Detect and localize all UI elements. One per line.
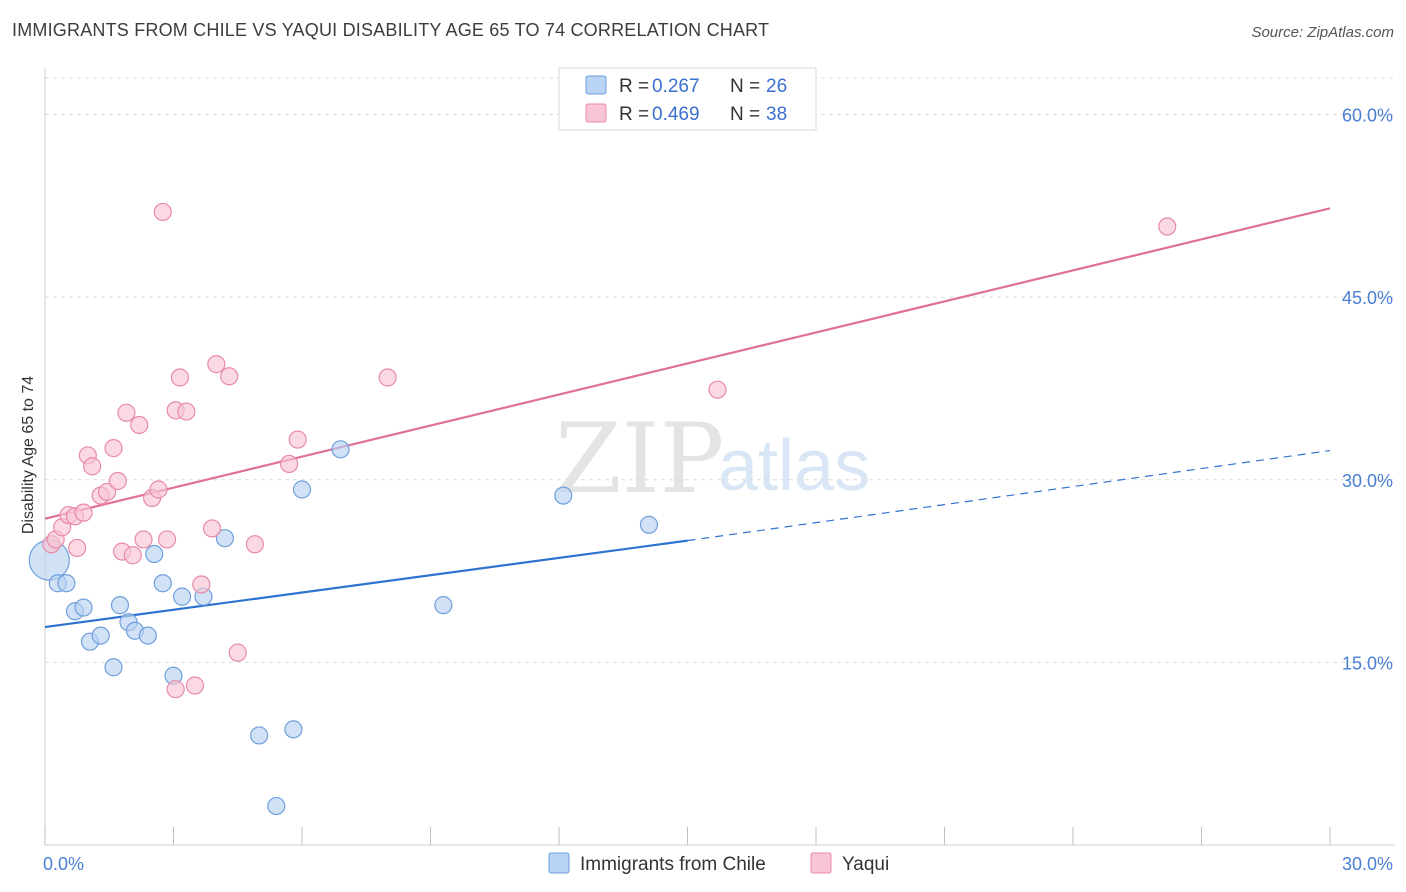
series-legend-swatch-yaqui (810, 852, 832, 874)
point-yaqui (1158, 217, 1177, 236)
point-chile (639, 515, 659, 534)
point-chile (172, 587, 192, 606)
point-yaqui (130, 415, 149, 435)
y-tick-label: 45.0% (1342, 288, 1393, 308)
trend-lines (44, 207, 1331, 629)
stats-legend-n-value-yaqui: 38 (766, 104, 787, 125)
point-chile (554, 486, 573, 505)
y-tick-label: 30.0% (1342, 471, 1393, 491)
point-yaqui (153, 202, 172, 222)
point-yaqui (74, 503, 93, 522)
point-yaqui (378, 368, 397, 387)
trend-line-chile (44, 539, 688, 629)
point-chile (74, 598, 93, 617)
stats-legend-r-label-chile: R = (619, 76, 649, 97)
point-yaqui (280, 454, 299, 474)
point-yaqui (220, 367, 239, 386)
point-yaqui (192, 575, 211, 594)
x-tick-label: 0.0% (43, 854, 84, 874)
point-yaqui (207, 355, 226, 374)
point-yaqui (98, 482, 117, 502)
point-chile (138, 626, 157, 645)
stats-legend-n-value-chile: 26 (766, 76, 787, 97)
gridlines (45, 77, 1395, 663)
chart-title: IMMIGRANTS FROM CHILE VS YAQUI DISABILIT… (12, 20, 770, 40)
point-yaqui (708, 380, 727, 399)
data-points (28, 202, 1177, 816)
tick-labels: 15.0% 30.0% 45.0% 60.0% 0.0% 30.0% (43, 106, 1393, 874)
point-yaqui (202, 519, 222, 538)
y-tick-label: 15.0% (1342, 653, 1393, 673)
y-axis-label: Disability Age 65 to 74 (20, 376, 37, 534)
point-chile (110, 596, 130, 615)
point-yaqui (157, 530, 177, 549)
point-chile (267, 796, 286, 816)
point-chile (434, 596, 453, 615)
point-chile (104, 658, 123, 677)
trend-line-yaqui (44, 207, 1331, 520)
point-yaqui (83, 457, 102, 476)
stats-legend-r-value-chile: 0.267 (652, 76, 700, 97)
point-chile (292, 480, 312, 499)
point-yaqui (134, 530, 153, 549)
point-yaqui (104, 439, 123, 458)
point-yaqui (228, 643, 247, 662)
point-yaqui (185, 676, 205, 695)
point-chile (57, 574, 76, 593)
point-chile (284, 720, 303, 739)
y-tick-label: 60.0% (1342, 106, 1393, 126)
watermark-atlas: atlas (718, 426, 870, 506)
stats-legend-swatch-yaqui (585, 103, 607, 123)
watermark-zip: ZIP (555, 403, 724, 515)
point-chile (145, 544, 164, 564)
trend-line-dashed-chile (687, 449, 1331, 542)
stats-legend-swatch-chile (585, 75, 607, 95)
source-label: Source: ZipAtlas.com (1251, 24, 1394, 41)
point-yaqui (177, 402, 196, 421)
point-yaqui (149, 480, 168, 499)
point-chile (331, 440, 350, 459)
point-yaqui (123, 546, 142, 565)
axes (44, 68, 1395, 846)
stats-legend-n-label-chile: N = (730, 76, 760, 97)
point-yaqui (117, 403, 136, 422)
stats-legend-n-label-yaqui: N = (730, 104, 760, 125)
point-yaqui (288, 430, 307, 449)
watermark: ZIP atlas (555, 403, 870, 515)
point-chile (153, 574, 172, 593)
point-chile (215, 529, 234, 548)
stats-legend-r-label-yaqui: R = (619, 104, 649, 125)
point-chile (250, 726, 269, 745)
series-legend-swatch-chile (548, 852, 570, 874)
point-yaqui (166, 680, 185, 699)
point-yaqui (68, 538, 87, 558)
series-legend-label-chile: Immigrants from Chile (580, 854, 766, 875)
point-yaqui (108, 471, 127, 491)
stats-legend: R = 0.267 N = 26 R = 0.469 N = 38 (558, 67, 817, 131)
x-tick-label: 30.0% (1342, 854, 1393, 874)
series-legend: Immigrants from Chile Yaqui (548, 852, 889, 875)
point-yaqui (245, 535, 264, 554)
point-chile (91, 626, 110, 645)
point-yaqui (170, 368, 190, 387)
series-legend-label-yaqui: Yaqui (842, 854, 889, 875)
stats-legend-r-value-yaqui: 0.469 (652, 104, 700, 125)
